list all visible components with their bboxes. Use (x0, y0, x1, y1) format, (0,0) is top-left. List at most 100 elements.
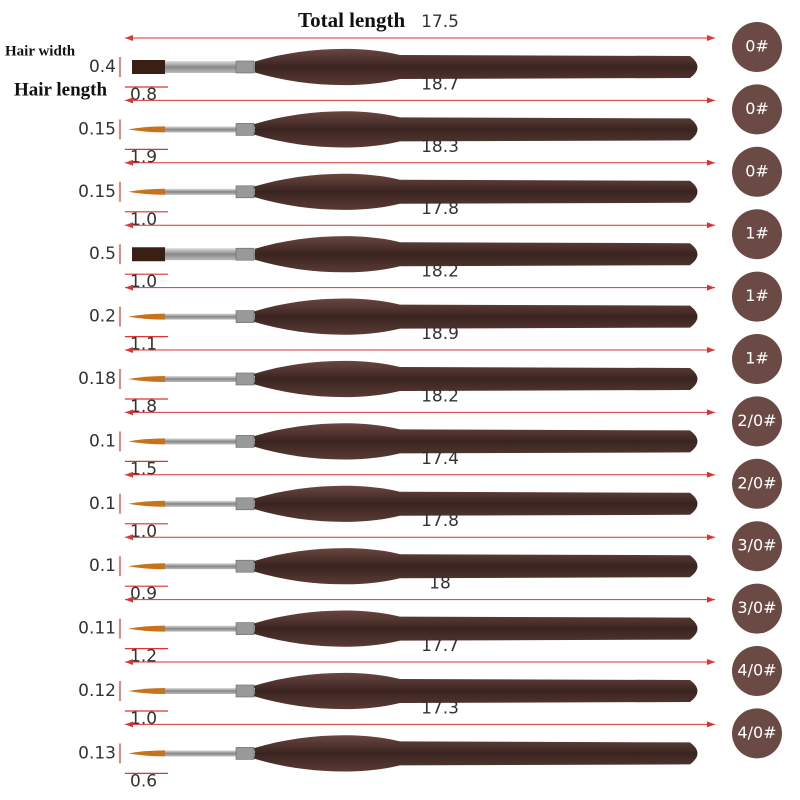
brush-hair (128, 688, 165, 694)
total-length-header: Total length (298, 8, 405, 32)
size-label: 0# (745, 37, 769, 56)
hair-length-value: 0.6 (130, 771, 157, 791)
brush-crimp (235, 435, 255, 448)
arrow-head (125, 721, 133, 728)
hair-width-value: 0.1 (89, 494, 116, 514)
brush-ferrule (165, 438, 255, 445)
brush-crimp (235, 310, 255, 323)
brush-crimp (235, 247, 255, 261)
size-badge (732, 458, 782, 509)
arrow-head (125, 534, 133, 541)
arrow-head (125, 222, 133, 229)
size-label: 3/0# (737, 536, 776, 555)
brush-handle (250, 48, 698, 86)
total-length-value: 17.8 (421, 511, 459, 531)
size-badge (732, 22, 782, 72)
hair-width-header: Hair width (5, 43, 76, 59)
hair-length-value: 1.0 (130, 522, 157, 542)
hair-length-value: 1.5 (130, 459, 157, 479)
brush-crimp (235, 185, 255, 199)
arrow-head (125, 659, 133, 665)
size-label: 3/0# (737, 598, 776, 617)
arrow-head (707, 35, 715, 41)
arrow-head (125, 471, 133, 478)
arrow-head (125, 97, 133, 104)
size-label: 1# (745, 286, 769, 305)
brush-hair (128, 438, 165, 445)
hair-width-value: 0.15 (78, 119, 116, 139)
brush-crimp (235, 372, 255, 386)
hair-length-value: 1.0 (130, 272, 157, 292)
hair-length-value: 0.9 (130, 584, 157, 604)
brush-ferrule (165, 500, 255, 507)
total-length-value: 18.2 (421, 386, 459, 406)
brush-handle (250, 485, 698, 522)
brush-hair (128, 563, 165, 570)
total-length-value: 18.3 (421, 137, 459, 157)
brush-handle (250, 423, 698, 460)
size-badge (732, 646, 782, 696)
total-length-value: 17.4 (421, 449, 459, 469)
hair-width-value: 0.15 (78, 182, 116, 202)
brush-ferrule (165, 625, 255, 632)
brush-hair (132, 247, 165, 262)
arrow-head (707, 347, 715, 353)
size-badge (732, 583, 782, 634)
total-length-value: 17.3 (421, 698, 459, 718)
brush-ferrule (165, 126, 255, 133)
hair-length-value: 1.1 (130, 335, 157, 355)
brush-ferrule (165, 61, 255, 73)
brush-crimp (235, 559, 255, 573)
size-badge (732, 271, 782, 322)
total-length-value: 17.7 (421, 636, 459, 656)
brush-handle (250, 111, 698, 148)
brush-ferrule (165, 563, 255, 570)
brush-hair (132, 60, 165, 74)
brush-hair (128, 750, 165, 757)
hair-width-value: 0.13 (78, 743, 116, 763)
total-length-value: 18.2 (421, 262, 459, 282)
size-badge (732, 84, 782, 135)
hair-width-value: 0.4 (89, 57, 116, 77)
brush-handle (250, 298, 698, 335)
arrow-head (125, 159, 133, 166)
brush-crimp (235, 622, 255, 635)
arrow-head (707, 534, 715, 541)
brush-hair (128, 313, 165, 320)
hair-width-value: 0.1 (89, 556, 116, 576)
arrow-head (707, 159, 715, 166)
brush-hair (128, 188, 165, 195)
hair-width-value: 0.5 (89, 244, 116, 264)
brush-crimp (235, 684, 255, 698)
brush-handle (250, 236, 698, 273)
arrow-head (707, 409, 715, 416)
arrow-head (707, 222, 715, 229)
brush-crimp (235, 60, 255, 74)
hair-width-value: 0.11 (78, 619, 116, 639)
size-label: 1# (745, 349, 769, 368)
brush-hair (128, 376, 165, 382)
arrow-head (125, 596, 133, 603)
size-badge (732, 396, 782, 447)
brush-crimp (235, 497, 255, 511)
brush-ferrule (165, 376, 255, 382)
total-length-value: 18.9 (421, 324, 459, 344)
size-label: 0# (745, 161, 769, 180)
size-badge (732, 146, 782, 197)
brush-ferrule (165, 750, 255, 757)
size-label: 0# (745, 99, 769, 118)
hair-length-value: 1.2 (130, 647, 157, 667)
total-length-value: 18.7 (421, 74, 459, 94)
arrow-head (707, 284, 715, 291)
brush-ferrule (165, 188, 255, 195)
hair-width-value: 0.2 (89, 307, 116, 327)
hair-length-value: 1.0 (130, 709, 157, 729)
total-length-value: 17.5 (421, 12, 459, 32)
arrow-head (125, 347, 133, 353)
brush-crimp (235, 747, 255, 760)
brush-handle (250, 610, 698, 647)
brush-handle (250, 672, 698, 710)
size-badge (732, 708, 782, 759)
hair-width-value: 0.18 (78, 369, 116, 389)
size-badge (732, 209, 782, 260)
